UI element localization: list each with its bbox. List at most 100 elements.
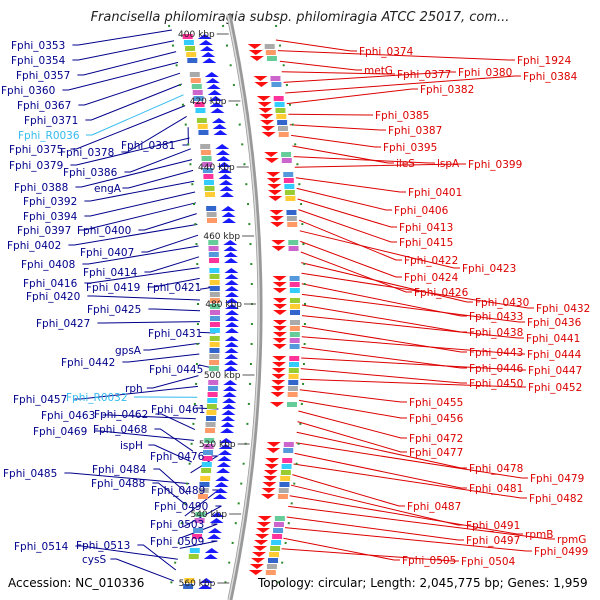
reverse-gene-color-bar bbox=[289, 282, 300, 287]
forward-gene-color-bar bbox=[206, 212, 217, 217]
forward-gene-arrow bbox=[223, 246, 238, 251]
forward-gene-arrow bbox=[224, 304, 239, 309]
right-gene-label: Fphi_0455 bbox=[409, 397, 463, 409]
forward-gene-arrow bbox=[222, 398, 237, 403]
reverse-gene-arrow bbox=[257, 516, 272, 521]
right-label-connector bbox=[281, 548, 459, 562]
left-gene-label: Fphi_0509 bbox=[150, 536, 204, 548]
kbp-tick-label: 440 kbp bbox=[198, 163, 235, 173]
reverse-gene-arrow bbox=[262, 482, 277, 487]
right-gene-label: Fphi_0426 bbox=[414, 287, 469, 299]
left-gene-label: Fphi_0425 bbox=[87, 304, 141, 316]
reverse-gene-arrow bbox=[261, 488, 276, 493]
left-gene-label: Fphi_R0032 bbox=[66, 392, 128, 404]
kbp-tick-label: 540 kbp bbox=[190, 510, 227, 520]
forward-gene-color-bar bbox=[200, 144, 211, 149]
backbone-ring bbox=[167, 14, 306, 600]
right-label-connector bbox=[301, 293, 525, 323]
right-label-connector bbox=[297, 198, 397, 228]
forward-gene-arrow bbox=[218, 444, 233, 449]
reverse-gene-color-bar bbox=[284, 190, 295, 195]
forward-gene-color-bar bbox=[187, 58, 198, 63]
left-gene-label: Fphi_0408 bbox=[21, 259, 75, 271]
forward-gene-arrow bbox=[197, 34, 212, 39]
right-gene-label: Fphi_0377 bbox=[397, 69, 451, 81]
reverse-gene-arrow bbox=[256, 522, 271, 527]
right-label-connector bbox=[292, 474, 405, 507]
right-gene-label: ileS bbox=[396, 158, 415, 170]
right-label-connector bbox=[283, 71, 456, 83]
right-label-connector bbox=[289, 495, 523, 535]
forward-gene-arrow bbox=[210, 108, 225, 113]
right-label-connector bbox=[301, 336, 525, 355]
reverse-gene-arrow bbox=[253, 76, 268, 81]
forward-gene-color-bar bbox=[203, 174, 214, 179]
reverse-gene-arrow bbox=[268, 196, 283, 201]
reverse-gene-color-bar bbox=[289, 362, 300, 367]
reverse-gene-arrow bbox=[255, 534, 270, 539]
genome-summary: Topology: circular; Length: 2,045,775 bp… bbox=[258, 576, 588, 590]
forward-gene-color-bar bbox=[206, 218, 217, 223]
right-label-connector bbox=[293, 156, 435, 164]
reverse-gene-color-bar bbox=[289, 338, 300, 343]
left-gene-label: Fphi_0514 bbox=[14, 541, 69, 553]
right-label-connector bbox=[296, 187, 392, 211]
right-label-connector bbox=[288, 505, 555, 540]
right-label-connector bbox=[275, 39, 357, 52]
reverse-gene-color-bar bbox=[288, 374, 299, 379]
reverse-gene-arrow bbox=[264, 152, 279, 157]
forward-gene-color-bar bbox=[209, 268, 220, 273]
right-label-connector bbox=[294, 452, 467, 489]
forward-gene-arrow bbox=[221, 410, 236, 415]
left-gene-label: Fphi_0463 bbox=[41, 410, 95, 422]
forward-gene-arrow bbox=[198, 584, 213, 589]
accession-label: Accession: NC_010336 bbox=[8, 576, 145, 590]
left-label-connector bbox=[84, 267, 200, 284]
right-gene-label: Fphi_0447 bbox=[528, 365, 582, 377]
reverse-gene-color-bar bbox=[289, 356, 300, 361]
left-gene-label: Fphi_0371 bbox=[24, 115, 78, 127]
reverse-gene-color-bar bbox=[283, 172, 294, 177]
reverse-gene-arrow bbox=[248, 570, 263, 575]
reverse-gene-arrow bbox=[272, 282, 287, 287]
left-label-connector bbox=[122, 169, 194, 189]
forward-gene-color-bar bbox=[184, 578, 195, 583]
forward-gene-color-bar bbox=[204, 438, 215, 443]
forward-gene-color-bar bbox=[208, 246, 219, 251]
left-gene-label: Fphi_0421 bbox=[147, 282, 201, 294]
forward-gene-color-bar bbox=[192, 534, 203, 539]
forward-gene-arrow bbox=[220, 422, 235, 427]
right-label-connector bbox=[299, 230, 460, 269]
reverse-gene-arrow bbox=[266, 442, 281, 447]
left-label-connector bbox=[75, 159, 193, 188]
reverse-gene-color-bar bbox=[289, 298, 300, 303]
left-gene-label: Fphi_0484 bbox=[92, 464, 147, 476]
forward-gene-color-bar bbox=[209, 342, 220, 347]
reverse-gene-arrow bbox=[270, 386, 285, 391]
left-label-connector bbox=[148, 444, 192, 463]
reverse-gene-arrow bbox=[271, 240, 286, 245]
reverse-gene-arrow bbox=[269, 216, 284, 221]
forward-gene-color-bar bbox=[193, 96, 204, 101]
left-gene-label: Fphi_0381 bbox=[121, 140, 175, 152]
left-gene-label: Fphi_0490 bbox=[154, 501, 208, 513]
forward-gene-arrow bbox=[210, 512, 225, 517]
right-gene-label: Fphi_0477 bbox=[409, 447, 463, 459]
forward-gene-color-bar bbox=[208, 240, 219, 245]
right-gene-label: Fphi_0395 bbox=[383, 142, 437, 154]
reverse-gene-color-bar bbox=[283, 448, 294, 453]
left-gene-label: Fphi_0461 bbox=[151, 404, 205, 416]
left-gene-label: Fphi_R0036 bbox=[18, 130, 80, 142]
reverse-gene-arrow bbox=[272, 276, 287, 281]
reverse-gene-color-bar bbox=[287, 386, 298, 391]
reverse-gene-color-bar bbox=[277, 120, 288, 125]
left-gene-label: Fphi_0476 bbox=[150, 451, 205, 463]
right-gene-label: Fphi_0401 bbox=[408, 187, 462, 199]
forward-gene-arrow bbox=[224, 258, 239, 263]
right-gene-label: Fphi_0438 bbox=[469, 327, 523, 339]
left-label-connector bbox=[147, 277, 200, 288]
forward-gene-color-bar bbox=[209, 348, 220, 353]
reverse-gene-arrow bbox=[271, 374, 286, 379]
right-label-connector bbox=[298, 219, 402, 261]
